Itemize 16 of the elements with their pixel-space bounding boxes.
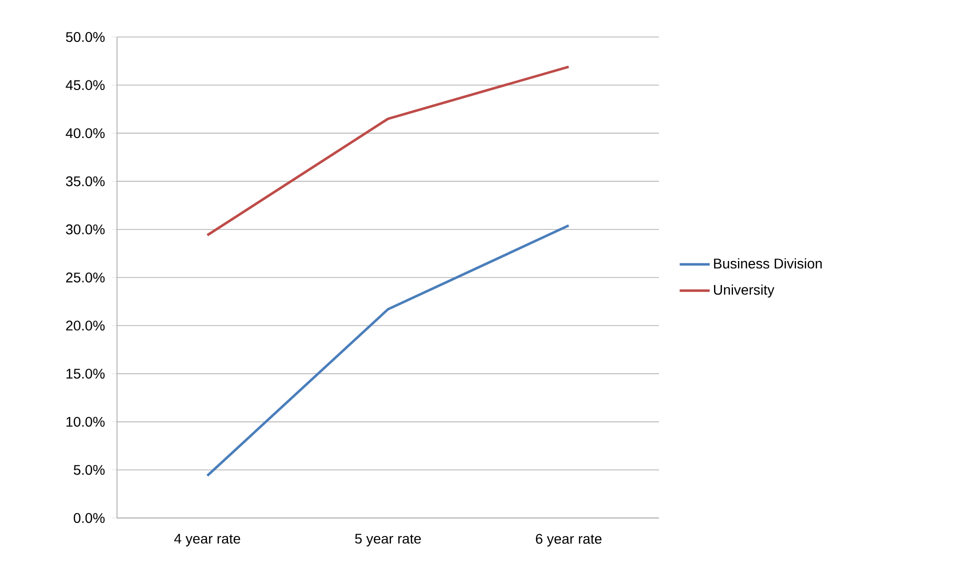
x-tick-label: 6 year rate [536,534,602,547]
y-tick-label: 40.0% [66,128,105,138]
x-tick-label: 4 year rate [174,534,240,546]
x-tick-label: 5 year rate [355,534,421,546]
y-tick-label: 30.0% [66,224,105,234]
y-tick-label: 10.0% [66,416,105,427]
y-tick-label: 15.0% [66,368,105,379]
y-tick-label: 20.0% [66,320,105,331]
legend-label: University [714,284,774,298]
y-tick-label: 5.0% [74,464,105,475]
y-tick-label: 50.0% [66,32,105,42]
legend-label: Business Division [714,258,822,269]
y-tick-label: 0.0% [74,513,105,523]
y-tick-label: 45.0% [66,80,105,90]
y-tick-label: 35.0% [66,176,105,186]
y-tick-label: 25.0% [66,272,105,282]
